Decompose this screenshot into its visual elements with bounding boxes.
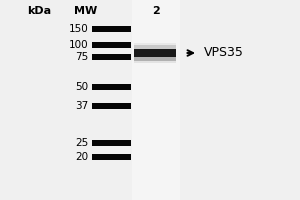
Bar — [92, 54, 130, 60]
Text: kDa: kDa — [27, 6, 51, 16]
Bar — [92, 42, 130, 48]
Bar — [92, 26, 130, 32]
Text: 2: 2 — [152, 6, 160, 16]
Bar — [134, 43, 176, 51]
Text: 50: 50 — [75, 82, 88, 92]
Text: 75: 75 — [75, 52, 88, 62]
Text: 150: 150 — [69, 24, 88, 34]
Text: 37: 37 — [75, 101, 88, 111]
Text: 20: 20 — [75, 152, 88, 162]
Text: VPS35: VPS35 — [204, 46, 244, 60]
Bar — [92, 140, 130, 146]
Text: 100: 100 — [69, 40, 88, 50]
Bar — [134, 55, 176, 63]
Bar — [132, 0, 180, 200]
Bar — [92, 154, 130, 160]
Bar — [134, 53, 176, 61]
Text: MW: MW — [74, 6, 97, 16]
Bar — [92, 103, 130, 109]
Bar — [134, 49, 176, 57]
Bar — [92, 84, 130, 90]
Text: 25: 25 — [75, 138, 88, 148]
Bar — [134, 45, 176, 53]
